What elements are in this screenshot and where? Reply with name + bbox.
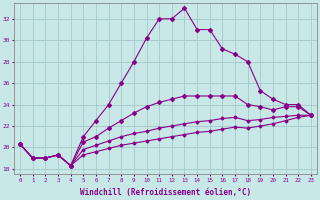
X-axis label: Windchill (Refroidissement éolien,°C): Windchill (Refroidissement éolien,°C) xyxy=(80,188,251,197)
